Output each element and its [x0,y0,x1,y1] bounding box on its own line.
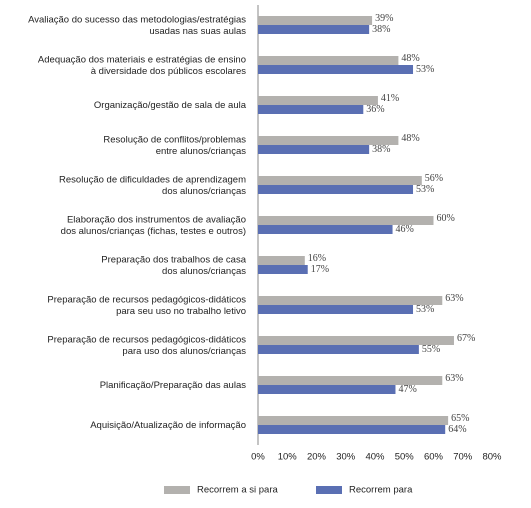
category-label-line: Aquisição/Atualização de informação [90,420,246,431]
bar [258,185,414,194]
bar [258,216,434,225]
x-tick-label: 10% [278,452,298,463]
value-label: 53% [416,184,434,195]
x-tick-label: 20% [307,452,327,463]
value-label: 63% [445,373,463,384]
bar [258,16,373,25]
bar [258,176,422,185]
category-label: Avaliação do sucesso das metodologias/es… [28,14,246,37]
x-tick-label: 70% [453,452,473,463]
category-label-line: dos alunos/crianças [162,265,246,276]
bar [258,265,308,274]
x-tick-label: 50% [395,452,415,463]
value-label: 41% [381,93,399,104]
category-label: Elaboração dos instrumentos de avaliação… [61,214,246,237]
value-label: 38% [372,144,390,155]
bar [258,416,449,425]
category-label: Resolução de conflitos/problemas entre al… [103,134,246,157]
value-label: 53% [416,64,434,75]
bar [258,385,396,394]
x-tick-label: 30% [336,452,356,463]
category-label: Planificação/Preparação das aulas [100,380,247,391]
bar [258,105,364,114]
value-label: 56% [425,173,443,184]
category-label: Organização/gestão de sala de aula [94,100,247,111]
category-label-line: entre alunos/crianças [156,145,247,156]
category-label-line: Adequação dos materiais e estratégias de… [38,54,246,65]
value-label: 63% [445,293,463,304]
category-label-line: Resolução de conflitos/problemas [103,134,246,145]
category-label-line: dos alunos/crianças (fichas, testes e ou… [61,225,246,236]
x-tick-label: 40% [365,452,385,463]
value-label: 16% [308,253,326,264]
bar [258,425,446,434]
value-label: 64% [448,424,466,435]
legend-label: Recorrem a si para [197,485,278,496]
category-label-line: dos alunos/crianças [162,185,246,196]
value-label: 36% [366,104,384,115]
category-label-line: Planificação/Preparação das aulas [100,380,247,391]
category-label: Preparação dos trabalhos de casa dos alun… [101,254,246,277]
category-label-line: para uso dos alunos/crianças [122,345,246,356]
category-label: Adequação dos materiais e estratégias de… [38,54,246,77]
bar [258,336,454,345]
bar [258,305,414,314]
value-label: 46% [396,224,414,235]
category-label: Preparação de recursos pedagógicos-didát… [47,334,246,357]
legend-swatch [164,486,190,494]
bar [258,225,393,234]
category-label: Aquisição/Atualização de informação [90,420,246,431]
value-label: 55% [422,344,440,355]
value-label: 53% [416,304,434,315]
bar [258,256,305,265]
bar [258,96,378,105]
value-label: 38% [372,24,390,35]
value-label: 65% [451,413,469,424]
legend-swatch [316,486,342,494]
bar [258,65,414,74]
category-label-line: Organização/gestão de sala de aula [94,100,247,111]
x-tick-label: 0% [251,452,265,463]
bar [258,145,370,154]
bar [258,56,399,65]
category-label-line: Preparação de recursos pedagógicos-didát… [47,334,246,345]
category-label-line: para seu uso no trabalho letivo [116,305,246,316]
value-label: 48% [401,133,419,144]
value-label: 60% [437,213,455,224]
legend-label: Recorrem para [349,485,413,496]
bar [258,136,399,145]
bar [258,376,443,385]
x-tick-label: 60% [424,452,444,463]
category-label-line: Avaliação do sucesso das metodologias/es… [28,14,246,25]
category-label-line: Resolução de dificuldades de aprendizage… [59,174,246,185]
value-label: 47% [398,384,416,395]
x-tick-label: 80% [482,452,502,463]
category-label-line: Elaboração dos instrumentos de avaliação [67,214,246,225]
value-label: 17% [311,264,329,275]
bar [258,345,419,354]
value-label: 48% [401,53,419,64]
category-label: Resolução de dificuldades de aprendizage… [59,174,246,197]
value-label: 39% [375,13,393,24]
bar [258,296,443,305]
category-label-line: à diversidade dos públicos escolares [91,65,247,76]
category-label-line: usadas nas suas aulas [149,25,246,36]
category-label-line: Preparação de recursos pedagógicos-didát… [47,294,246,305]
value-label: 67% [457,333,475,344]
bar [258,25,370,34]
category-label-line: Preparação dos trabalhos de casa [101,254,246,265]
category-label: Preparação de recursos pedagógicos-didát… [47,294,246,317]
